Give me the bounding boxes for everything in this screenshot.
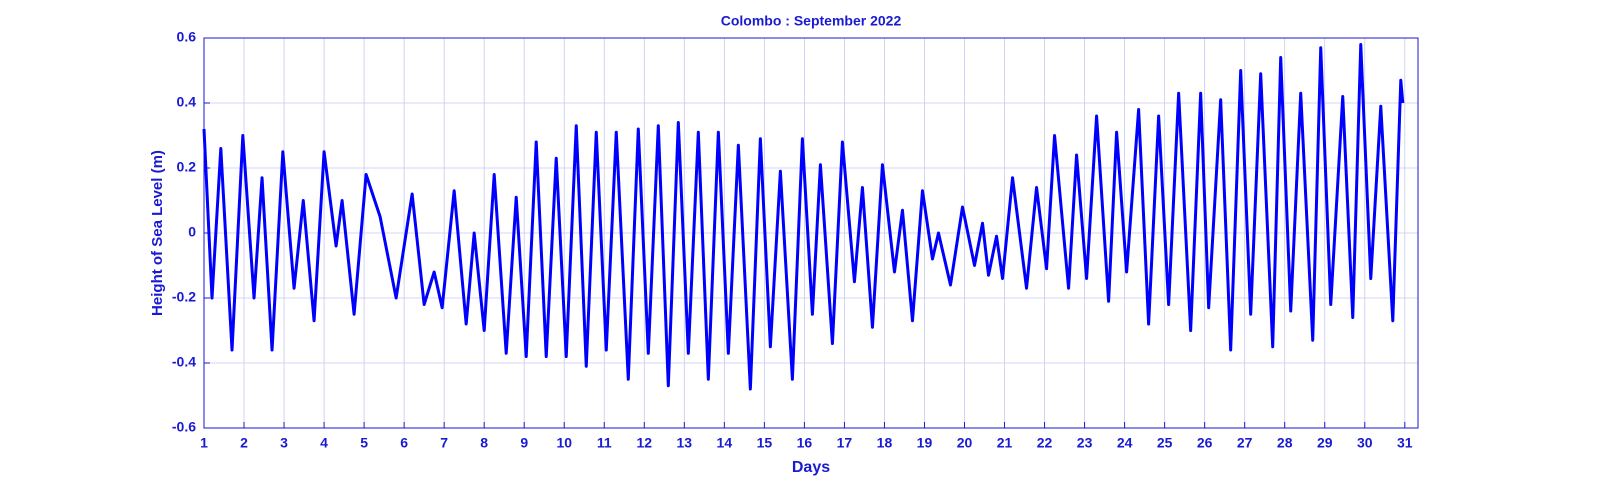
x-tick-label: 22 [1037,435,1053,451]
y-tick-label: -0.2 [172,289,196,305]
x-tick-label: 13 [677,435,693,451]
x-tick-label: 19 [917,435,933,451]
x-tick-label: 21 [997,435,1013,451]
x-tick-label: 5 [360,435,368,451]
plot-frame [203,37,1419,429]
x-tick-label: 26 [1197,435,1213,451]
x-tick-label: 2 [240,435,248,451]
y-tick-label: -0.6 [172,419,196,435]
x-axis-label: Days [792,459,830,476]
x-tick-label: 1 [200,435,208,451]
x-tick-label: 10 [556,435,572,451]
x-tick-label: 8 [480,435,488,451]
y-tick-label: 0.2 [177,159,197,175]
x-tick-label: 29 [1317,435,1333,451]
y-tick-label: -0.4 [172,354,196,370]
sea-level-line [202,43,1405,391]
x-tick-label: 24 [1117,435,1133,451]
x-tick-label: 28 [1277,435,1293,451]
x-tick-label: 17 [837,435,853,451]
x-tick-label: 30 [1357,435,1373,451]
x-tick-label: 16 [797,435,813,451]
y-tick-label: 0.6 [177,29,197,45]
x-tick-label: 12 [637,435,653,451]
x-tick-label: 25 [1157,435,1173,451]
x-tick-label: 11 [597,435,612,451]
x-tick-label: 3 [280,435,288,451]
chart-title: Colombo : September 2022 [721,13,902,29]
x-tick-label: 7 [440,435,448,451]
y-axis-label: Height of Sea Level (m) [149,150,166,316]
x-tick-label: 18 [877,435,893,451]
x-tick-label: 9 [520,435,528,451]
y-tick-label: 0.4 [177,94,197,110]
x-tick-label: 15 [757,435,773,451]
y-tick-label: 0 [188,224,196,240]
x-tick-label: 23 [1077,435,1093,451]
x-tick-label: 6 [400,435,408,451]
x-tick-label: 31 [1397,435,1413,451]
x-tick-label: 20 [957,435,973,451]
x-tick-label: 14 [717,435,733,451]
x-tick-label: 27 [1237,435,1253,451]
x-tick-label: 4 [320,435,328,451]
